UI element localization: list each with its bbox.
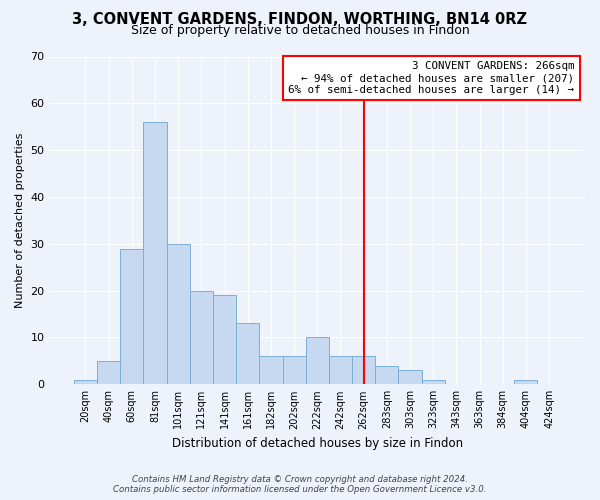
Bar: [97, 361, 120, 384]
Bar: [514, 380, 538, 384]
Bar: [74, 380, 97, 384]
Text: Contains HM Land Registry data © Crown copyright and database right 2024.
Contai: Contains HM Land Registry data © Crown c…: [113, 474, 487, 494]
Bar: [167, 244, 190, 384]
Y-axis label: Number of detached properties: Number of detached properties: [15, 132, 25, 308]
Text: Size of property relative to detached houses in Findon: Size of property relative to detached ho…: [131, 24, 469, 37]
Bar: [190, 290, 213, 384]
Bar: [283, 356, 305, 384]
X-axis label: Distribution of detached houses by size in Findon: Distribution of detached houses by size …: [172, 437, 463, 450]
Bar: [213, 296, 236, 384]
Text: 3 CONVENT GARDENS: 266sqm
← 94% of detached houses are smaller (207)
6% of semi-: 3 CONVENT GARDENS: 266sqm ← 94% of detac…: [288, 62, 574, 94]
Bar: [259, 356, 283, 384]
Bar: [375, 366, 398, 384]
Bar: [120, 248, 143, 384]
Bar: [422, 380, 445, 384]
Bar: [398, 370, 422, 384]
Bar: [143, 122, 167, 384]
Bar: [352, 356, 375, 384]
Bar: [329, 356, 352, 384]
Bar: [236, 324, 259, 384]
Bar: [305, 338, 329, 384]
Text: 3, CONVENT GARDENS, FINDON, WORTHING, BN14 0RZ: 3, CONVENT GARDENS, FINDON, WORTHING, BN…: [73, 12, 527, 28]
